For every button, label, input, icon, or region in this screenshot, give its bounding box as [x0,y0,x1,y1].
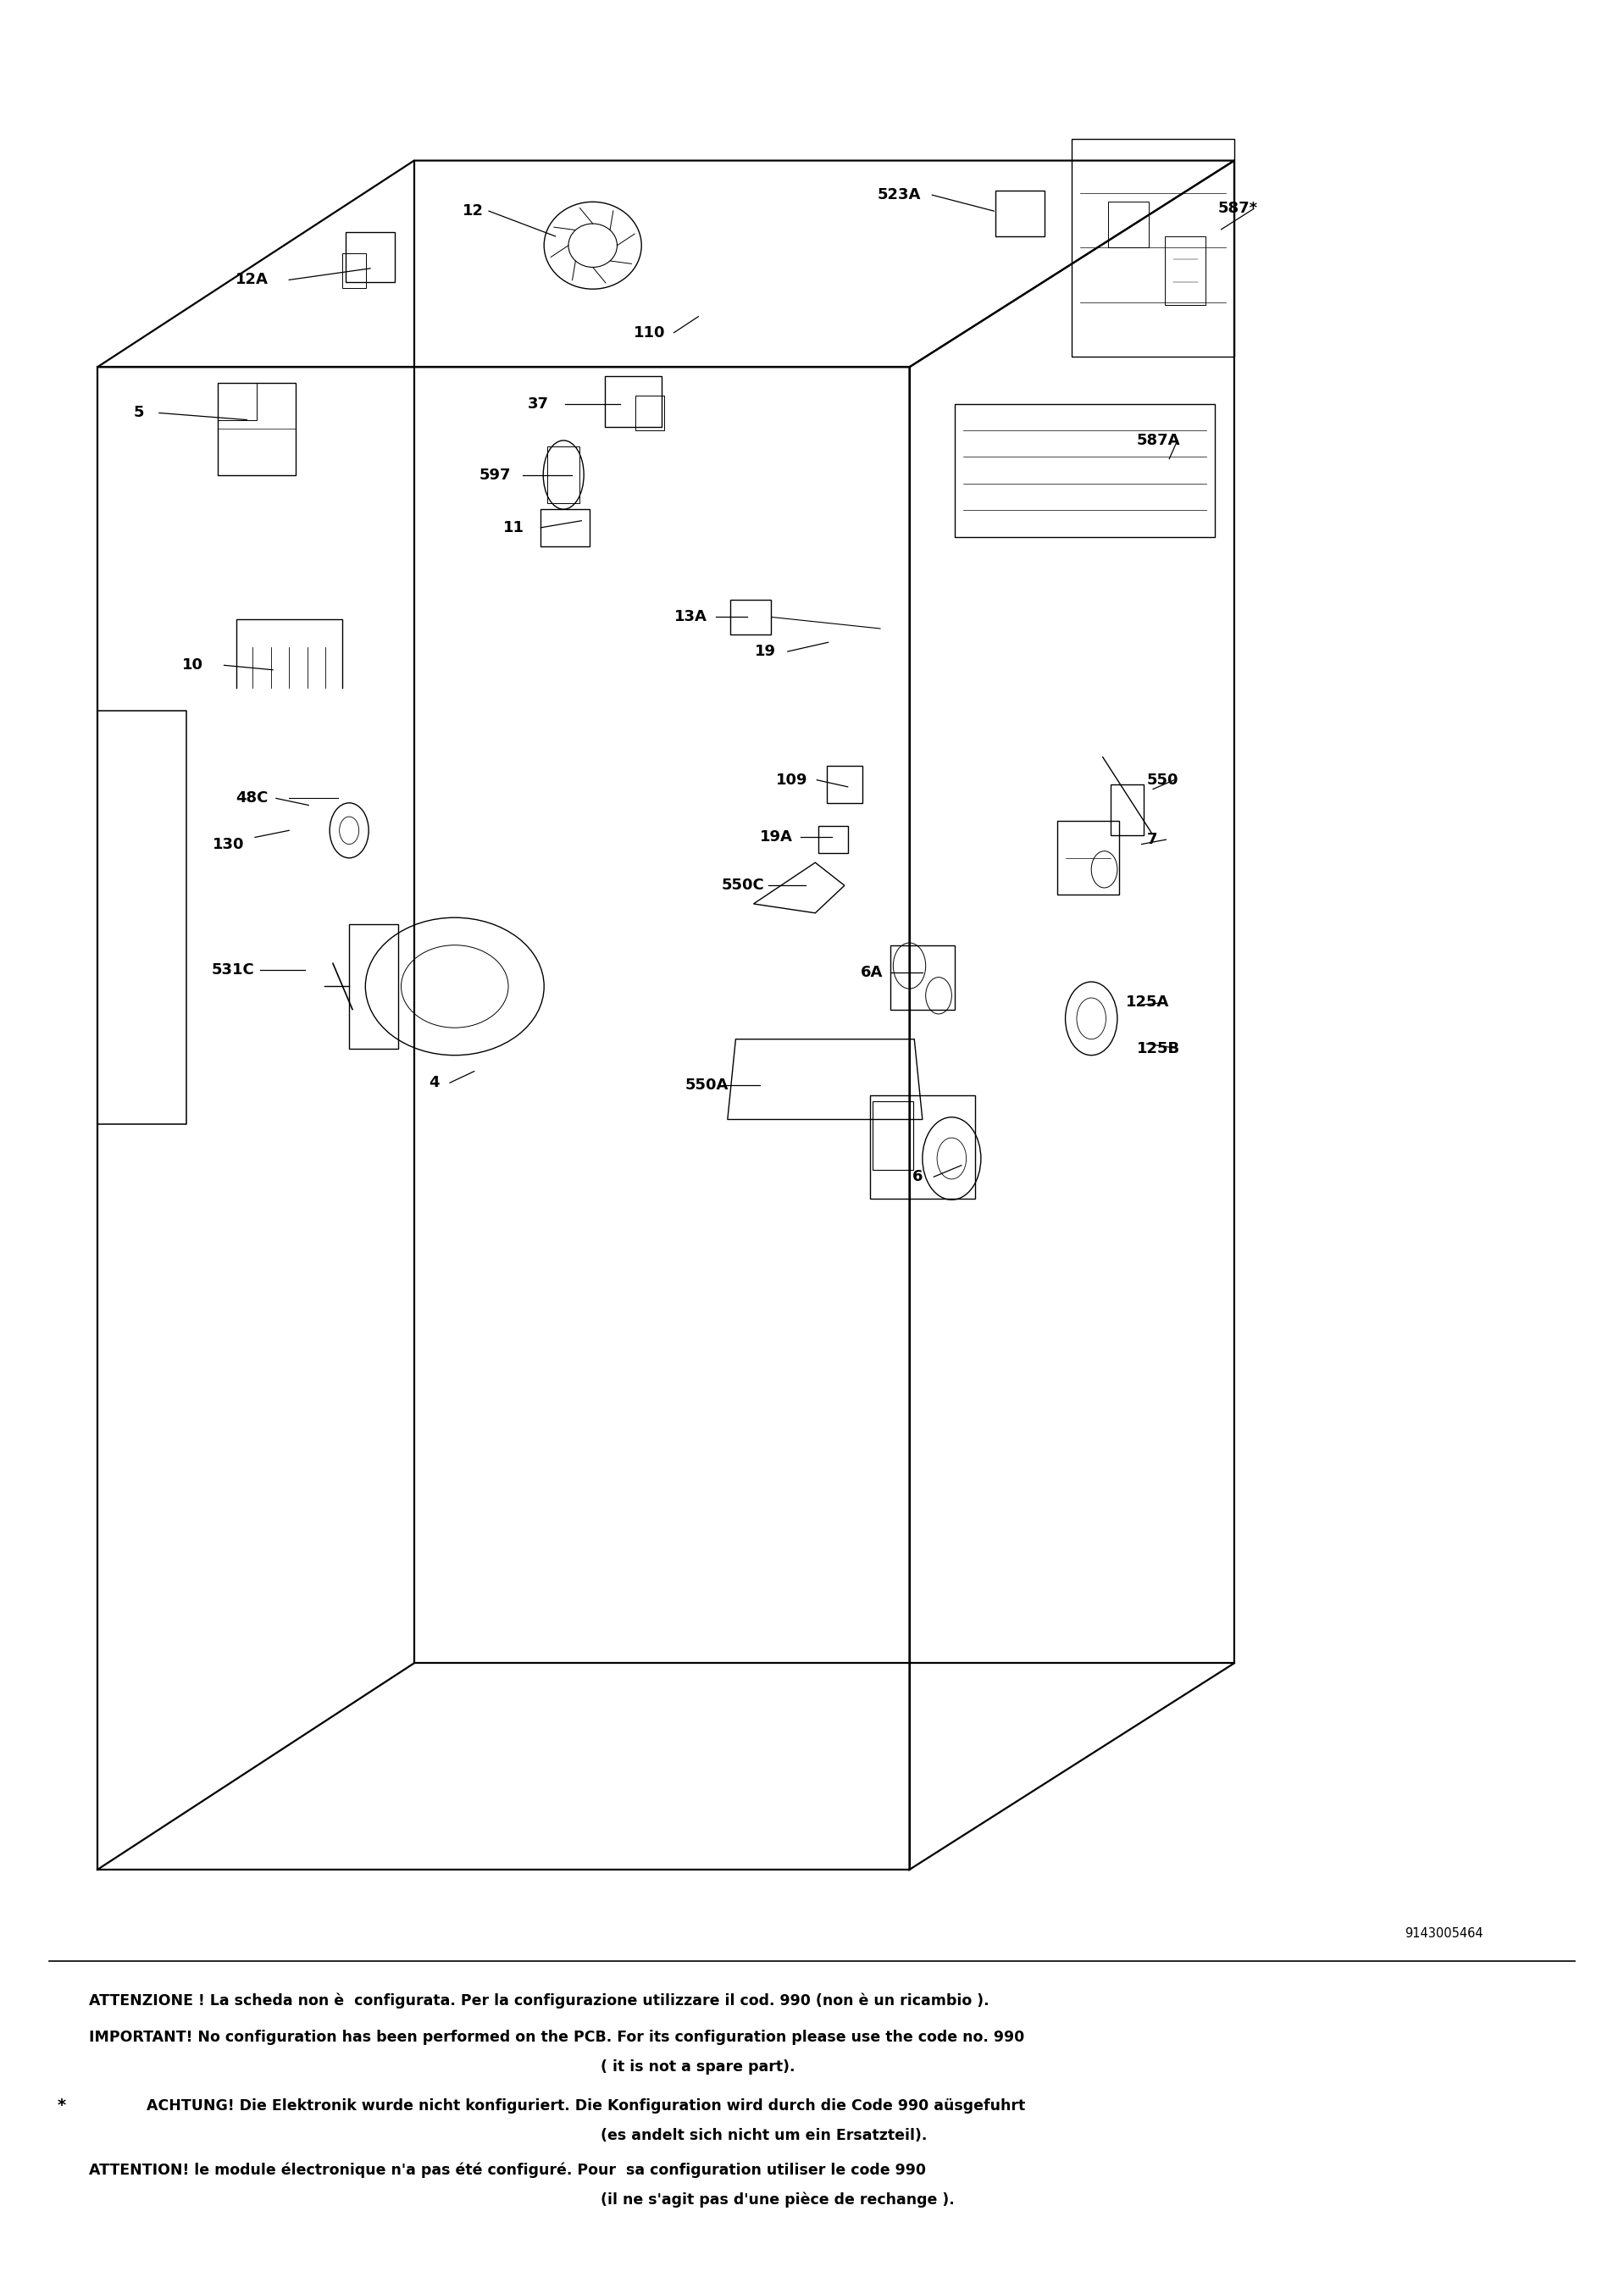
Text: 48C: 48C [235,791,268,805]
Text: ATTENZIONE ! La scheda non è  configurata. Per la configurazione utilizzare il c: ATTENZIONE ! La scheda non è configurata… [89,1993,989,2007]
Text: 597: 597 [479,468,512,482]
Text: 12A: 12A [235,273,268,287]
Bar [955,404,1215,537]
Text: 6A: 6A [861,966,883,980]
Text: 37: 37 [528,397,549,411]
Text: 10: 10 [182,658,203,672]
Bar [890,945,955,1009]
Bar [870,1097,974,1197]
Text: 125B: 125B [1137,1041,1181,1055]
Text: 550: 550 [1147,773,1179,787]
Text: ACHTUNG! Die Elektronik wurde nicht konfiguriert. Die Konfiguration wird durch d: ACHTUNG! Die Elektronik wurde nicht konf… [146,2099,1025,2113]
Text: 19A: 19A [760,830,793,844]
Text: 19: 19 [755,645,776,658]
Text: 110: 110 [633,326,666,340]
Text: ATTENTION! le module électronique n'a pas été configuré. Pour  sa configuration : ATTENTION! le module électronique n'a pa… [89,2163,926,2177]
Text: 587*: 587* [1218,202,1259,216]
Text: 13A: 13A [674,610,706,624]
Text: 550A: 550A [685,1078,729,1092]
Text: 9143005464: 9143005464 [1405,1927,1483,1941]
Bar [731,599,771,633]
Text: IMPORTANT! No configuration has been performed on the PCB. For its configuration: IMPORTANT! No configuration has been per… [89,2030,1025,2044]
Bar [349,924,398,1048]
Text: 11: 11 [503,521,525,535]
Bar [346,232,395,282]
Text: 4: 4 [429,1076,440,1090]
Bar [635,395,664,431]
Text: 109: 109 [776,773,809,787]
Text: *: * [57,2097,67,2115]
Bar [874,1101,913,1170]
Bar [218,383,257,420]
Text: 523A: 523A [877,188,921,202]
Bar [541,509,590,546]
Bar [827,766,862,803]
Bar [1111,785,1143,835]
Text: 531C: 531C [211,963,253,977]
Bar [818,826,848,853]
Text: 12: 12 [463,204,484,218]
Bar [1057,821,1119,895]
Text: 550C: 550C [721,879,763,892]
Bar [547,445,580,502]
Text: 587A: 587A [1137,434,1181,447]
Text: 7: 7 [1147,833,1158,846]
Bar [996,190,1044,236]
Bar [606,376,663,427]
Bar [1072,138,1234,356]
Text: 130: 130 [213,837,245,851]
Bar [218,383,296,475]
Text: 125A: 125A [1125,996,1169,1009]
Text: 6: 6 [913,1170,924,1184]
Bar [341,252,365,287]
Text: (es andelt sich nicht um ein Ersatzteil).: (es andelt sich nicht um ein Ersatzteil)… [601,2129,927,2143]
Text: 5: 5 [133,406,145,420]
Bar [1166,236,1205,305]
Text: (il ne s'agit pas d'une pièce de rechange ).: (il ne s'agit pas d'une pièce de rechang… [601,2193,955,2207]
Text: ( it is not a spare part).: ( it is not a spare part). [601,2060,796,2074]
Bar [1109,202,1150,248]
